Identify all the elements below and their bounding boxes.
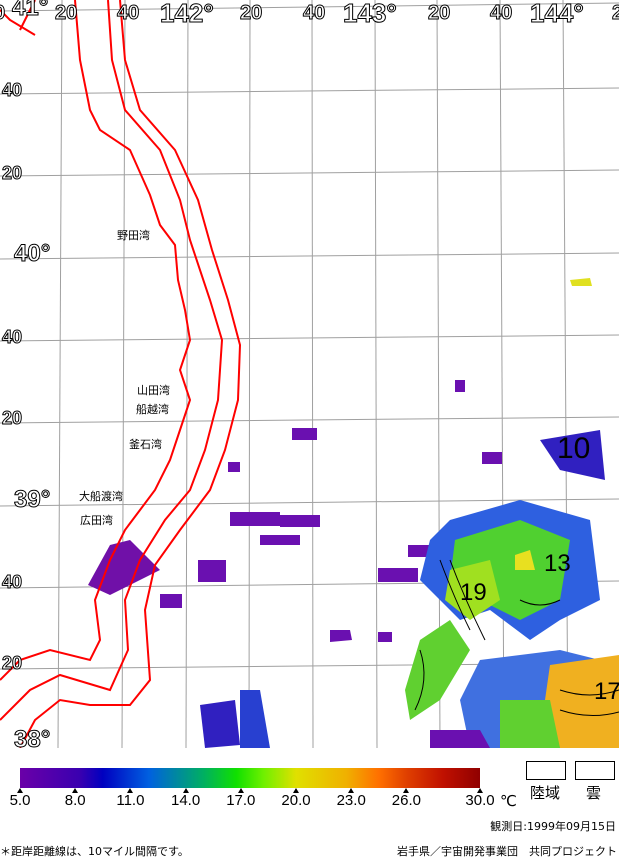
lat-label: 20: [1, 408, 23, 429]
place-noda-bay: 野田湾: [117, 229, 150, 242]
colorbar-tick-mark: [127, 788, 134, 793]
contour-label: 19: [460, 579, 487, 606]
coastline: [0, 0, 242, 748]
contour-label: 10: [557, 432, 591, 465]
graticule: [0, 0, 619, 748]
colorbar-tick-label: 17.0: [226, 792, 256, 809]
lon-label: 2: [611, 2, 619, 25]
place-yamada-bay: 山田湾: [137, 384, 170, 397]
lat-label: 40°: [13, 240, 51, 268]
lat-label: 20: [1, 653, 23, 674]
contour-lines: [414, 559, 619, 716]
colorbar-tick-label: 20.0: [281, 792, 311, 809]
colorbar-tick-mark: [72, 788, 79, 793]
lat-label: 40: [1, 572, 23, 593]
colorbar-tick-mark: [348, 788, 355, 793]
cloud-label: 雲: [586, 784, 602, 802]
lon-label: 20: [239, 2, 263, 25]
footnote: ＊距岸距離線は、10マイル間隔です。: [0, 845, 189, 858]
unit-label: ℃: [500, 792, 517, 810]
sst-map: [0, 0, 619, 748]
lat-label: 40: [1, 80, 23, 101]
lon-label: 142°: [160, 0, 215, 29]
colorbar-tick-mark: [403, 788, 410, 793]
place-funakoshi-bay: 船越湾: [136, 403, 169, 416]
observation-date: 観測日:1999年09月15日: [490, 820, 616, 833]
credit: 岩手県／宇宙開発事業団 共同プロジェクト: [397, 845, 617, 858]
colorbar-tick-label: 14.0: [170, 792, 201, 809]
lon-label: 143°: [343, 0, 398, 29]
lon-label: 40: [489, 2, 513, 25]
land-swatch: [526, 761, 566, 780]
lat-label: 20: [1, 163, 23, 184]
colorbar-tick-mark: [477, 788, 483, 793]
lon-label: 20: [54, 2, 78, 25]
colorbar-tick-mark: [182, 788, 189, 793]
colorbar-tick-label: 30.0: [465, 792, 495, 809]
temperature-colorbar: [20, 768, 480, 788]
lat-label: 41°: [11, 0, 49, 22]
lon-label: 20: [427, 2, 451, 25]
cloud-swatch: [575, 761, 615, 780]
lat-label: 38°: [13, 726, 51, 754]
lat-label: 40: [1, 327, 23, 348]
colorbar-tick-label: 8.0: [64, 792, 86, 809]
colorbar-tick-mark: [293, 788, 299, 793]
colorbar-tick-mark: [17, 788, 23, 793]
lon-label: 144°: [530, 0, 585, 29]
place-hirota-bay: 広田湾: [80, 514, 113, 527]
lon-label: 40: [116, 2, 140, 25]
colorbar-tick-mark: [237, 788, 244, 793]
place-kamaishi-bay: 釜石湾: [129, 438, 162, 451]
place-ofunato-bay: 大船渡湾: [79, 490, 123, 503]
colorbar-tick-label: 5.0: [9, 792, 31, 809]
lat-label: 39°: [13, 486, 51, 514]
colorbar-tick-label: 23.0: [336, 792, 366, 809]
colorbar-tick-label: 11.0: [116, 792, 145, 809]
lon-label: 0: [0, 2, 6, 25]
sst-pixels: [88, 278, 619, 748]
lon-label: 40: [302, 2, 326, 25]
contour-label: 17: [594, 678, 619, 705]
colorbar-tick-label: 26.0: [391, 792, 421, 809]
contour-label: 13: [544, 550, 571, 577]
land-label: 陸域: [530, 784, 561, 802]
